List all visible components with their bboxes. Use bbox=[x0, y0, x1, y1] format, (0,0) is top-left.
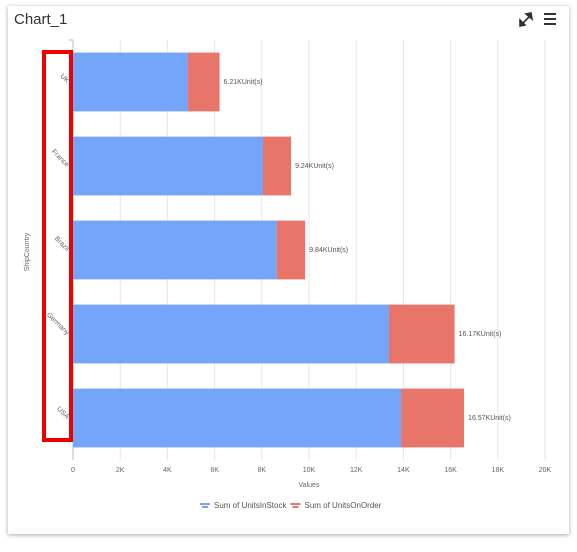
bar-segment bbox=[73, 388, 402, 448]
bar-segment bbox=[276, 220, 306, 280]
x-tick-label: 20K bbox=[539, 467, 552, 474]
bar-segment bbox=[401, 388, 465, 448]
x-tick-label: 8K bbox=[258, 467, 267, 474]
total-label: 16.57KUnit(s) bbox=[468, 415, 511, 422]
bar-segment bbox=[73, 220, 277, 280]
legend-swatch bbox=[202, 506, 208, 508]
highlight-box bbox=[42, 50, 73, 442]
legend-swatch bbox=[292, 506, 299, 508]
legend-swatch bbox=[200, 503, 210, 505]
total-label: 9.84KUnit(s) bbox=[309, 247, 348, 254]
bar-segment bbox=[187, 52, 220, 112]
x-tick-label: 4K bbox=[163, 467, 172, 474]
x-tick-label: 6K bbox=[210, 467, 219, 474]
expand-icon[interactable] bbox=[519, 12, 534, 27]
x-tick-label: 14K bbox=[397, 467, 410, 474]
total-label: 9.24KUnit(s) bbox=[295, 163, 334, 170]
x-tick-label: 0 bbox=[71, 467, 75, 474]
y-axis-title: ShipCountry bbox=[24, 232, 31, 271]
x-axis-title: Values bbox=[299, 482, 320, 489]
bar-segment bbox=[73, 304, 390, 364]
chart-title: Chart_1 bbox=[14, 11, 67, 28]
bar-segment bbox=[73, 136, 263, 196]
total-label: 16.17KUnit(s) bbox=[459, 331, 502, 338]
legend-label: Sum of UnitsOnOrder bbox=[304, 501, 381, 510]
bar-segment bbox=[262, 136, 292, 196]
x-tick-label: 10K bbox=[303, 467, 316, 474]
x-tick-label: 16K bbox=[444, 467, 457, 474]
menu-icon[interactable] bbox=[544, 13, 556, 25]
legend-label: Sum of UnitsInStock bbox=[214, 501, 287, 510]
bar-segment bbox=[389, 304, 455, 364]
x-tick-label: 18K bbox=[492, 467, 505, 474]
bar-segment bbox=[73, 52, 188, 112]
x-tick-label: 12K bbox=[350, 467, 363, 474]
legend-swatch bbox=[290, 503, 301, 505]
total-label: 6.21KUnit(s) bbox=[224, 79, 263, 86]
x-tick-label: 2K bbox=[116, 467, 125, 474]
